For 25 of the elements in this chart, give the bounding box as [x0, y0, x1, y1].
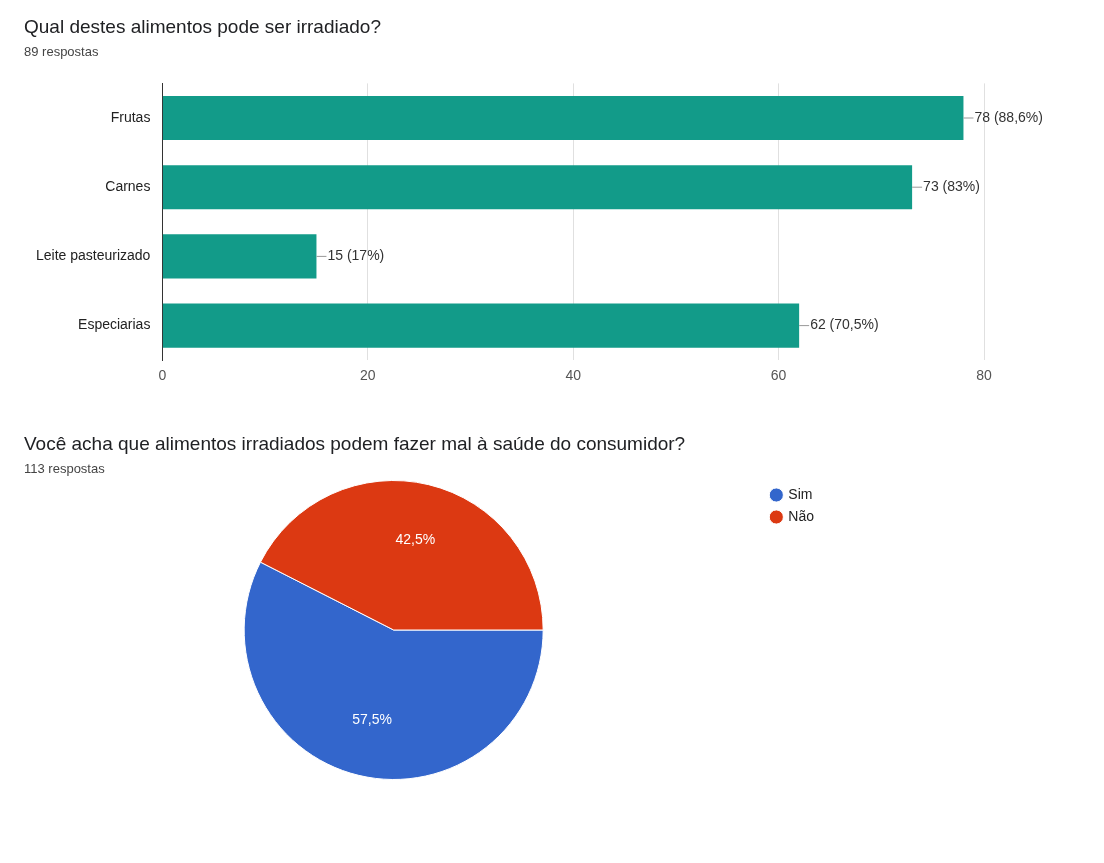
- data-label: 78 (88,6%): [974, 108, 1043, 125]
- data-label: 15 (17%): [327, 247, 385, 264]
- y-tick-label: Carnes: [105, 178, 151, 195]
- x-tick-label: 20: [360, 367, 376, 384]
- x-tick-label: 40: [565, 367, 582, 384]
- x-tick-label: 0: [158, 367, 167, 384]
- y-tick-label: Especiarias: [78, 316, 151, 333]
- x-tick-label: 80: [976, 367, 992, 384]
- bar: [162, 303, 800, 348]
- chart-subtitle: 89 respostas: [24, 44, 100, 59]
- data-label: 42,5%: [395, 530, 436, 547]
- legend-label: Não: [788, 507, 815, 524]
- data-label: 57,5%: [352, 710, 392, 727]
- bar: [162, 165, 913, 210]
- bar: [162, 95, 964, 141]
- legend-label: Sim: [788, 485, 813, 502]
- chart-title: Você acha que alimentos irradiados podem fazer mal à saúde do consumidor?: [24, 433, 687, 455]
- y-tick-label: Frutas: [110, 108, 151, 125]
- chart-title: Qual destes alimentos pode ser irradiado?: [24, 16, 382, 38]
- bar: [162, 234, 317, 279]
- data-label: 73 (83%): [923, 178, 980, 195]
- x-tick-label: 60: [770, 367, 787, 384]
- text: 113 respostas: [24, 461, 106, 476]
- data-label: 62 (70,5%): [810, 316, 879, 333]
- y-tick-label: Leite pasteurizado: [35, 247, 151, 264]
